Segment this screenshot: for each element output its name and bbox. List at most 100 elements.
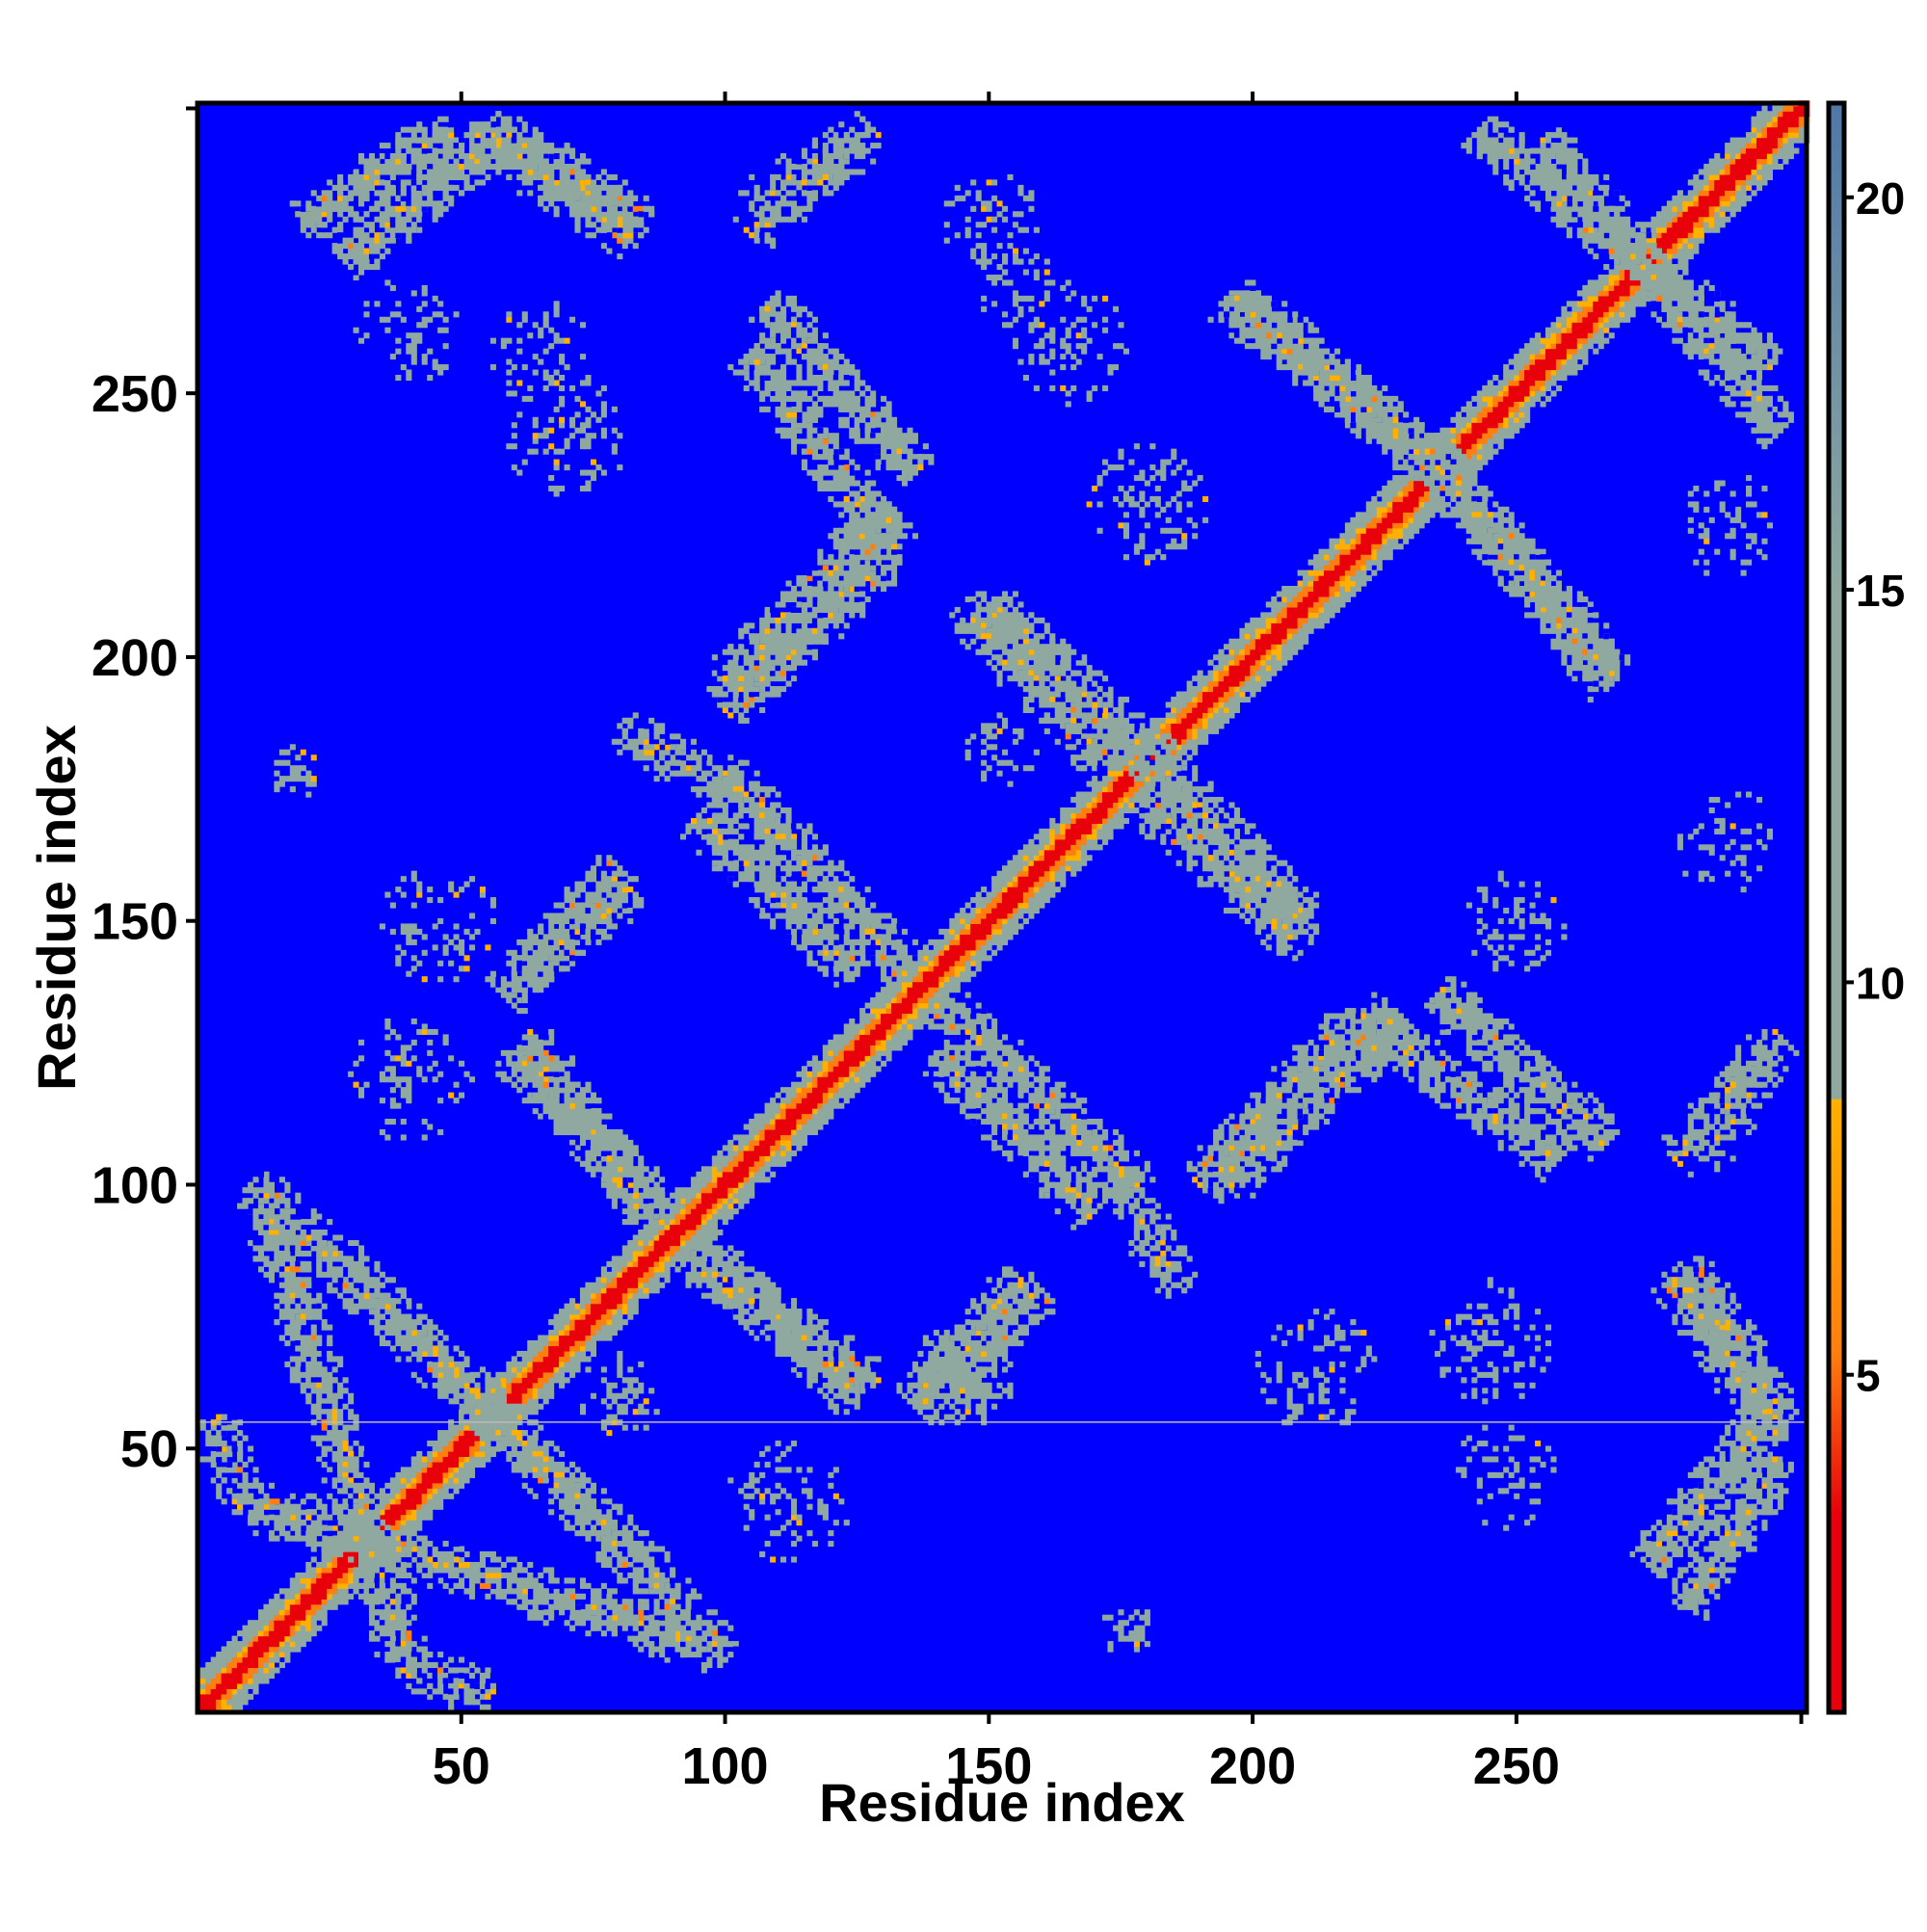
heatmap-cell [1751, 143, 1757, 149]
heatmap-cell [1687, 211, 1694, 218]
heatmap-cell [300, 1250, 306, 1257]
heatmap-cell [1597, 284, 1604, 291]
heatmap-cell [1540, 369, 1546, 376]
heatmap-cell [1403, 538, 1410, 544]
heatmap-cell [1766, 158, 1774, 165]
heatmap-cell [638, 1630, 645, 1637]
heatmap-cell [252, 1646, 259, 1653]
heatmap-cell [1471, 422, 1478, 429]
heatmap-cell [316, 1350, 323, 1358]
heatmap-cell [295, 1277, 302, 1284]
heatmap-cell [1550, 369, 1557, 376]
heatmap-cell [811, 1102, 818, 1109]
heatmap-cell [1746, 163, 1753, 171]
heatmap-cell [495, 1572, 502, 1578]
heatmap-cell [881, 1018, 887, 1025]
heatmap-cell [1112, 759, 1120, 766]
heatmap-cell [1213, 728, 1220, 734]
heatmap-cell [738, 1134, 745, 1141]
heatmap-cell [843, 1049, 850, 1056]
heatmap-cell [1487, 433, 1493, 439]
heatmap-cell [331, 1546, 338, 1552]
heatmap-cell [674, 1239, 681, 1247]
heatmap-cell [1403, 512, 1410, 518]
heatmap-cell [600, 1287, 607, 1294]
heatmap-cell [1719, 205, 1726, 212]
heatmap-cell [1386, 495, 1393, 502]
heatmap-cell [854, 1055, 860, 1062]
heatmap-cell [257, 1630, 265, 1637]
heatmap-cell [1012, 870, 1019, 877]
heatmap-cell [585, 1356, 592, 1363]
heatmap-cell [1192, 733, 1199, 740]
heatmap-cell [242, 1688, 249, 1695]
heatmap-cell [300, 1330, 306, 1337]
heatmap-cell [1751, 153, 1757, 160]
heatmap-cell [564, 1309, 570, 1315]
heatmap-cell [506, 1377, 513, 1384]
heatmap-cell [1107, 817, 1114, 824]
heatmap-cell [727, 1150, 734, 1156]
heatmap-cell [389, 1493, 396, 1499]
heatmap-cell [727, 1203, 734, 1209]
heatmap-cell [838, 1045, 845, 1051]
heatmap-cell [917, 1013, 924, 1019]
heatmap-cell [353, 1556, 359, 1563]
heatmap-cell [785, 1139, 792, 1146]
heatmap-cell [832, 1034, 839, 1041]
heatmap-cell [1614, 301, 1621, 307]
heatmap-cell [1065, 838, 1071, 845]
heatmap-cell [442, 1488, 449, 1495]
heatmap-cell [585, 1582, 592, 1589]
heatmap-cell [532, 1577, 539, 1584]
heatmap-cell [1635, 295, 1642, 302]
heatmap-cell [1324, 548, 1331, 555]
heatmap-cell [574, 1361, 581, 1367]
heatmap-cell [1297, 591, 1304, 597]
heatmap-cell [828, 1108, 834, 1115]
heatmap-cell [617, 1266, 623, 1273]
heatmap-cell [1175, 749, 1182, 755]
heatmap-cell [1096, 781, 1103, 787]
heatmap-cell [248, 1620, 254, 1627]
heatmap-cell [1740, 169, 1747, 175]
heatmap-cell [316, 1599, 323, 1605]
heatmap-cell [1197, 738, 1203, 745]
heatmap-cell [1065, 849, 1071, 856]
heatmap-cell [1039, 844, 1045, 851]
heatmap-cell [327, 1435, 333, 1442]
heatmap-cell [242, 1699, 249, 1706]
heatmap-cell [600, 1588, 607, 1595]
heatmap-cell [1550, 322, 1557, 329]
heatmap-cell [516, 1361, 523, 1367]
heatmap-cell [954, 976, 961, 983]
heatmap-cell [922, 955, 929, 962]
heatmap-cell [1787, 126, 1794, 133]
heatmap-cell [1122, 759, 1130, 766]
heatmap-cell [1181, 691, 1188, 698]
heatmap-cell [463, 1477, 470, 1484]
heatmap-cell [928, 987, 935, 993]
heatmap-cell [1186, 738, 1193, 745]
heatmap-cell [700, 1181, 707, 1188]
heatmap-cell [621, 1309, 628, 1315]
heatmap-cell [1550, 390, 1557, 397]
heatmap-cell [738, 1177, 745, 1183]
heatmap-cell [1070, 812, 1077, 819]
heatmap-cell [790, 1098, 798, 1104]
heatmap-cell [922, 1008, 929, 1015]
heatmap-cell [569, 1339, 576, 1347]
heatmap-cell [305, 1313, 312, 1320]
heatmap-cell [759, 1128, 766, 1136]
heatmap-cell [1476, 448, 1483, 455]
heatmap-cell [1017, 887, 1024, 893]
heatmap-cell [1303, 580, 1309, 587]
heatmap-cell [901, 1039, 909, 1045]
heatmap-cell [996, 891, 1003, 898]
heatmap-cell [648, 1256, 655, 1262]
heatmap-cell [479, 1456, 487, 1463]
heatmap-cell [964, 970, 971, 977]
heatmap-cell [553, 1319, 560, 1326]
heatmap-cell [885, 1023, 892, 1030]
heatmap-cell [911, 997, 918, 1004]
